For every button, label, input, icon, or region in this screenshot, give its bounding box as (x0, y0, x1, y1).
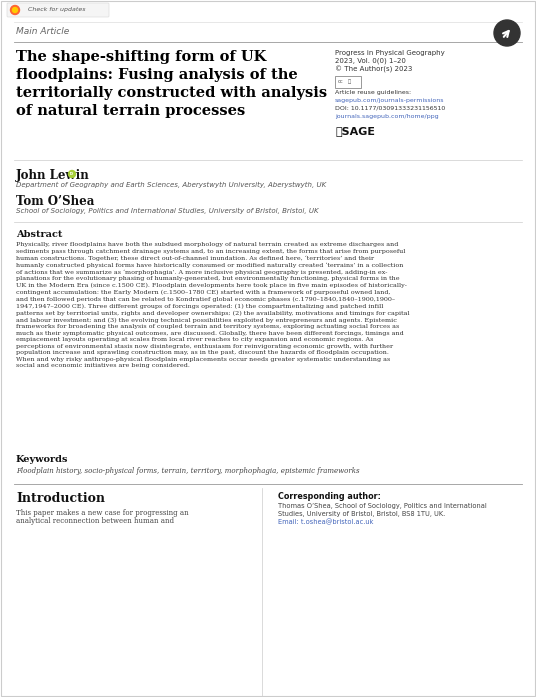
Text: DOI: 10.1177/03091333231156510: DOI: 10.1177/03091333231156510 (335, 106, 445, 111)
Text: School of Sociology, Politics and International Studies, University of Bristol, : School of Sociology, Politics and Intern… (16, 208, 318, 214)
Text: territorially constructed with analysis: territorially constructed with analysis (16, 86, 327, 100)
Text: The shape-shifting form of UK: The shape-shifting form of UK (16, 50, 266, 64)
Text: Thomas O’Shea, School of Sociology, Politics and International: Thomas O’Shea, School of Sociology, Poli… (278, 503, 487, 509)
Text: This paper makes a new case for progressing an: This paper makes a new case for progress… (16, 509, 189, 517)
Text: 2023, Vol. 0(0) 1–20: 2023, Vol. 0(0) 1–20 (335, 58, 406, 65)
Circle shape (69, 171, 76, 178)
Text: Studies, University of Bristol, Bristol, BS8 1TU, UK.: Studies, University of Bristol, Bristol,… (278, 511, 445, 517)
Text: Ⓞ: Ⓞ (348, 79, 351, 84)
Text: Introduction: Introduction (16, 492, 105, 505)
Text: Physically, river floodplains have both the subdued morphology of natural terrai: Physically, river floodplains have both … (16, 242, 410, 368)
Text: Tom O’Shea: Tom O’Shea (16, 195, 94, 208)
Text: floodplains: Fusing analysis of the: floodplains: Fusing analysis of the (16, 68, 298, 82)
Circle shape (12, 8, 18, 13)
Text: Main Article: Main Article (16, 26, 69, 36)
Text: Keywords: Keywords (16, 455, 69, 464)
FancyBboxPatch shape (7, 3, 109, 17)
Text: Floodplain history, socio-physical forms, terrain, territory, morphophagia, epis: Floodplain history, socio-physical forms… (16, 467, 360, 475)
Text: Corresponding author:: Corresponding author: (278, 492, 381, 501)
Text: of natural terrain processes: of natural terrain processes (16, 104, 245, 118)
Text: Check for updates: Check for updates (28, 8, 86, 13)
Text: Email: t.oshea@bristol.ac.uk: Email: t.oshea@bristol.ac.uk (278, 519, 374, 526)
Text: Progress in Physical Geography: Progress in Physical Geography (335, 50, 445, 56)
FancyBboxPatch shape (334, 75, 361, 88)
Text: Abstract: Abstract (16, 230, 62, 239)
Text: journals.sagepub.com/home/ppg: journals.sagepub.com/home/ppg (335, 114, 438, 119)
Text: iD: iD (70, 172, 74, 176)
Text: ⓈSAGE: ⓈSAGE (335, 126, 375, 136)
Text: Article reuse guidelines:: Article reuse guidelines: (335, 90, 411, 95)
Circle shape (11, 6, 19, 15)
Text: sagepub.com/journals-permissions: sagepub.com/journals-permissions (335, 98, 444, 103)
Text: analytical reconnection between human and: analytical reconnection between human an… (16, 517, 174, 525)
Text: cc: cc (338, 79, 344, 84)
Text: John Lewin: John Lewin (16, 169, 90, 182)
Text: Department of Geography and Earth Sciences, Aberystwyth University, Aberystwyth,: Department of Geography and Earth Scienc… (16, 182, 326, 188)
Circle shape (494, 20, 520, 46)
Text: © The Author(s) 2023: © The Author(s) 2023 (335, 66, 412, 73)
